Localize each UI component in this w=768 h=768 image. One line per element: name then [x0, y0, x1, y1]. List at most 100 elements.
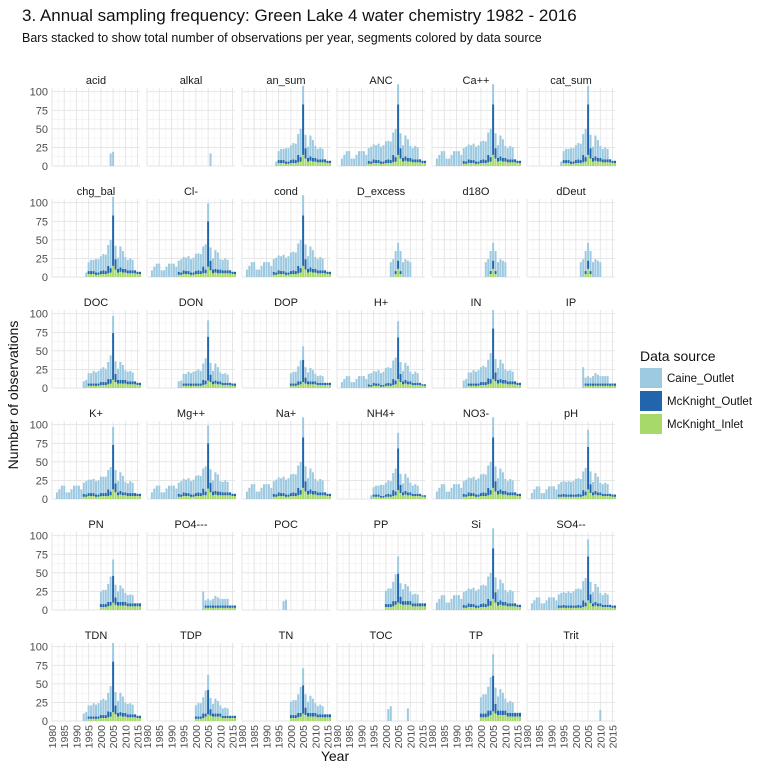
bar-segment: [574, 607, 577, 610]
bar-segment: [284, 163, 288, 166]
facet-strip-label: an_sum: [266, 75, 305, 87]
bar-segment: [379, 497, 383, 499]
bar-segment: [511, 603, 514, 607]
bar-segment: [404, 473, 407, 491]
bar-segment: [116, 379, 120, 384]
bar-segment: [509, 603, 512, 607]
bar-segment: [90, 479, 93, 494]
bar-segment: [114, 269, 117, 277]
bar-segment: [465, 590, 468, 606]
bar-segment: [316, 270, 319, 274]
bar-segment: [136, 274, 139, 277]
bar-segment: [224, 715, 227, 719]
bar-segment: [350, 382, 353, 388]
bar-segment: [448, 158, 451, 166]
bar-segment: [104, 715, 107, 719]
bar-segment: [197, 496, 200, 499]
bar-segment: [294, 385, 297, 388]
bar-segment: [112, 151, 115, 166]
bar-segment: [467, 385, 470, 388]
bar-segment: [289, 715, 292, 719]
bar-segment: [604, 607, 607, 610]
bar-segment: [326, 274, 329, 277]
bar-segment: [421, 163, 424, 166]
bar-segment: [158, 263, 161, 277]
bar-segment: [382, 497, 385, 499]
bar-segment: [129, 270, 132, 274]
bar-segment: [604, 493, 607, 497]
bar-segment: [394, 357, 397, 381]
bar-segment: [214, 272, 217, 277]
bar-segment: [194, 253, 197, 272]
bar-segment: [131, 270, 134, 274]
bar-segment: [202, 468, 205, 489]
bar-segment: [214, 268, 217, 273]
bar-segment: [309, 381, 312, 385]
bar-segment: [547, 486, 551, 499]
bar-segment: [107, 470, 110, 490]
bar-segment: [540, 493, 543, 499]
bar-segment: [119, 585, 122, 602]
bar-segment: [443, 484, 446, 499]
bar-segment: [289, 160, 292, 164]
bar-segment: [134, 381, 137, 385]
bar-segment: [302, 265, 305, 277]
bar-segment: [321, 159, 324, 163]
bar-segment: [94, 383, 98, 386]
bar-segment: [574, 145, 577, 161]
bar-segment: [192, 272, 195, 275]
bar-segment: [594, 259, 597, 277]
bar-segment: [294, 160, 297, 164]
bar-segment: [501, 383, 504, 388]
bar-segment: [511, 480, 514, 493]
bar-segment: [99, 591, 102, 605]
bar-segment: [489, 383, 492, 388]
bar-segment: [389, 607, 392, 610]
bar-segment: [221, 715, 224, 719]
bar-segment: [499, 135, 502, 157]
bar-segment: [479, 163, 482, 166]
bar-segment: [582, 607, 585, 610]
bar-segment: [219, 713, 222, 717]
bar-segment: [484, 604, 487, 608]
bar-segment: [284, 274, 288, 277]
bar-segment: [465, 494, 468, 497]
bar-segment: [423, 384, 427, 386]
bar-segment: [233, 385, 237, 388]
bar-segment: [401, 381, 405, 385]
bar-segment: [496, 696, 500, 711]
bar-segment: [294, 718, 297, 721]
bar-segment: [102, 274, 105, 277]
bar-segment: [484, 607, 487, 610]
bar-segment: [224, 495, 227, 499]
bar-segment: [462, 163, 465, 166]
bar-segment: [319, 162, 322, 166]
bar-segment: [499, 468, 502, 490]
bar-segment: [194, 475, 197, 494]
bar-segment: [489, 251, 492, 272]
bar-segment: [80, 489, 83, 499]
bar-segment: [182, 373, 185, 384]
bar-segment: [389, 262, 392, 277]
bar-segment: [397, 260, 400, 269]
bar-segment: [492, 268, 495, 277]
bar-segment: [489, 128, 492, 158]
bar-segment: [219, 259, 222, 270]
bar-segment: [297, 273, 300, 277]
bar-segment: [499, 689, 502, 711]
bar-segment: [277, 274, 280, 277]
bar-segment: [311, 712, 314, 717]
bar-segment: [304, 269, 307, 277]
bar-segment: [496, 157, 500, 162]
bar-segment: [262, 484, 266, 499]
bar-segment: [404, 601, 407, 605]
bar-segment: [574, 589, 577, 606]
bar-segment: [302, 359, 305, 383]
bar-segment: [416, 485, 419, 494]
bar-segment: [401, 384, 405, 388]
bar-segment: [340, 158, 343, 166]
bar-segment: [569, 163, 573, 166]
bar-segment: [299, 239, 302, 269]
bar-segment: [589, 471, 592, 485]
bar-segment: [470, 372, 473, 384]
